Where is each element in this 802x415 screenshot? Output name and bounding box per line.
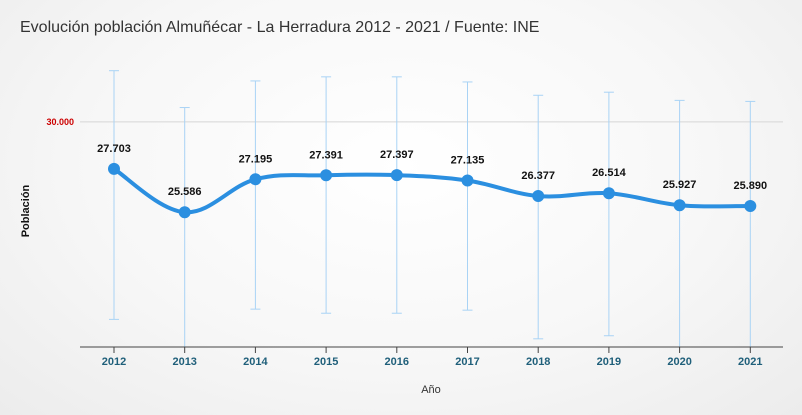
data-point (178, 206, 191, 219)
reference-line-label: 30.000 (46, 117, 74, 127)
x-tick-label: 2015 (314, 356, 338, 368)
data-label: 27.703 (97, 143, 131, 155)
x-tick-label: 2012 (102, 356, 126, 368)
x-tick-label: 2013 (172, 356, 196, 368)
x-tick-label: 2016 (385, 356, 409, 368)
data-label: 25.890 (733, 180, 767, 192)
x-tick-label: 2014 (243, 356, 268, 368)
series-line (112, 166, 753, 215)
data-label: 26.377 (521, 170, 555, 182)
data-label: 27.391 (309, 149, 343, 161)
data-point (320, 169, 333, 182)
data-point (532, 190, 545, 203)
data-point (108, 162, 120, 175)
data-label: 26.514 (592, 167, 627, 179)
x-tick-label: 2021 (738, 356, 762, 368)
x-axis-title: Año (421, 384, 441, 396)
data-label: 25.586 (168, 186, 202, 198)
x-tick-label: 2019 (597, 356, 621, 368)
x-tick-label: 2020 (667, 356, 691, 368)
data-label: 27.135 (451, 155, 485, 167)
data-label: 27.195 (239, 153, 273, 165)
x-tick-label: 2018 (526, 356, 550, 368)
data-point (390, 169, 403, 182)
data-label: 25.927 (663, 179, 697, 191)
x-tick-label: 2017 (455, 356, 479, 368)
data-point (673, 199, 686, 212)
data-point (744, 199, 757, 212)
y-axis-title: Población (20, 184, 32, 237)
data-point (461, 174, 474, 187)
data-point (602, 187, 615, 200)
data-point (249, 173, 262, 186)
data-label: 27.397 (380, 149, 414, 161)
chart-title: Evolución población Almuñécar - La Herra… (20, 19, 540, 36)
